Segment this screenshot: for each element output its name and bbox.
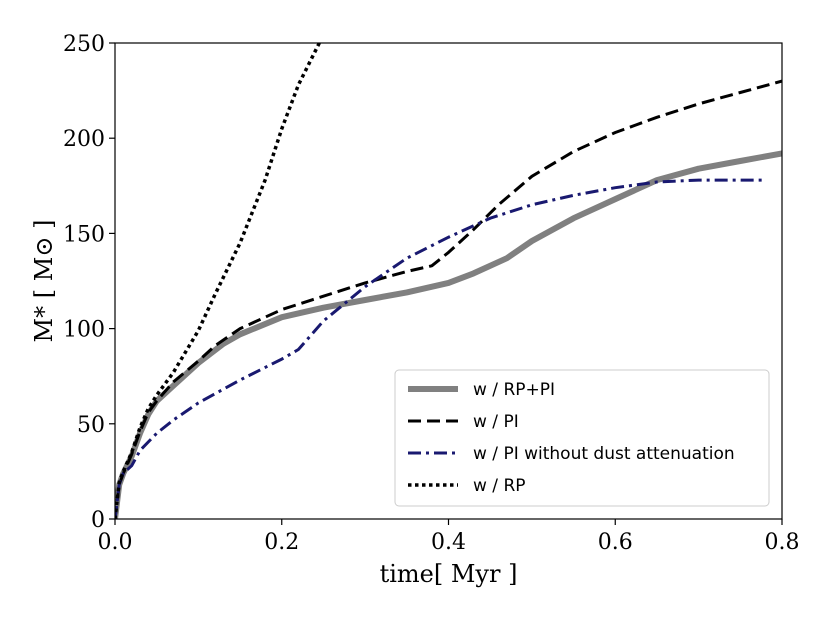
y-tick-label: 100	[63, 318, 105, 343]
legend: w / RP+PI w / PI w / PI without dust atten…	[394, 369, 770, 507]
y-tick-label: 250	[63, 32, 105, 57]
series-line-2	[115, 178, 766, 519]
y-tick-label: 200	[63, 127, 105, 152]
series-line-1	[115, 79, 782, 519]
y-tick-label: 0	[91, 508, 105, 533]
series-layer	[115, 43, 782, 519]
x-tick-label: 0.4	[431, 530, 466, 555]
legend-label-0: w / RP+PI	[473, 380, 555, 400]
series-line-0	[115, 150, 782, 519]
y-tick-label: 150	[63, 222, 105, 247]
series-line-3	[115, 43, 321, 519]
legend-label-2: w / PI without dust attenuation	[473, 444, 735, 464]
legend-label-1: w / PI	[473, 412, 519, 432]
x-tick-label: 0.8	[765, 530, 800, 555]
ticks-layer: 0.0 0.2 0.4 0.6 0.8 0 50 100 150 200 250	[63, 32, 800, 555]
legend-box	[394, 369, 770, 507]
x-tick-label: 0.2	[264, 530, 299, 555]
x-axis-label: time[ Myr ]	[380, 560, 518, 588]
x-tick-label: 0.0	[98, 530, 133, 555]
y-axis-label: M* [ M⊙ ]	[30, 220, 58, 343]
legend-label-3: w / RP	[473, 476, 526, 496]
x-tick-label: 0.6	[598, 530, 633, 555]
y-tick-label: 50	[77, 413, 105, 438]
